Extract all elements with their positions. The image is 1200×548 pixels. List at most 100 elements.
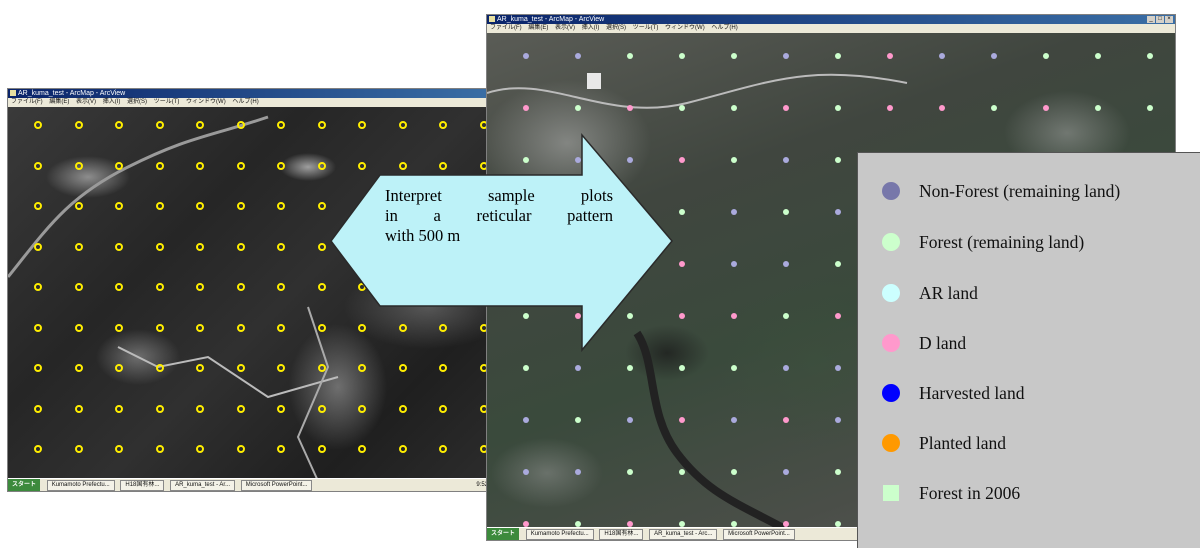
menu-insert[interactable]: 挿入(I)	[581, 25, 600, 31]
right-map-features	[487, 73, 908, 528]
sample-plot-marker	[358, 404, 366, 413]
sample-plot-marker	[74, 202, 83, 210]
menu-view[interactable]: 表示(V)	[555, 25, 576, 31]
taskbar-item[interactable]: Microsoft PowerPoint...	[723, 529, 795, 540]
sample-plot-marker	[1095, 53, 1101, 59]
sample-plot-marker	[627, 469, 633, 475]
sample-plot-marker	[523, 105, 529, 111]
system-tray-clock: 9:52	[476, 482, 488, 488]
taskbar-item[interactable]: H18国有林...	[599, 529, 644, 540]
sample-plot-marker	[439, 161, 447, 170]
sample-plot-marker	[196, 161, 204, 170]
sample-plot-marker	[115, 242, 123, 251]
start-button[interactable]: スタート	[8, 479, 41, 491]
start-button[interactable]: スタート	[487, 528, 520, 540]
sample-plot-marker	[155, 445, 164, 453]
sample-plot-marker	[575, 105, 581, 111]
sample-plot-marker	[236, 364, 245, 372]
sample-plot-marker	[523, 53, 529, 59]
taskbar-item[interactable]: Kumamoto Prefectu...	[525, 529, 594, 540]
menu-window[interactable]: ウィンドウ(W)	[665, 25, 705, 31]
taskbar-item[interactable]: Microsoft PowerPoint...	[240, 480, 313, 491]
sample-plot-marker	[74, 242, 83, 251]
sample-plot-marker	[783, 365, 789, 371]
left-window-title: AR_kuma_test - ArcMap - ArcView	[18, 90, 126, 97]
right-window-titlebar[interactable]: AR_kuma_test - ArcMap - ArcView _ □ ×	[487, 15, 1175, 24]
sample-plot-marker	[74, 445, 83, 453]
sample-plot-marker	[575, 417, 581, 423]
menu-file[interactable]: ファイル(F)	[11, 99, 43, 105]
sample-plot-marker	[835, 313, 841, 319]
menu-edit[interactable]: 編集(E)	[49, 99, 70, 105]
sample-plot-marker	[74, 283, 83, 291]
menu-file[interactable]: ファイル(F)	[490, 25, 522, 31]
sample-plot-marker	[575, 365, 581, 371]
sample-plot-marker	[277, 242, 285, 251]
arrow-caption-line: in a reticular pattern	[385, 206, 613, 225]
sample-plot-marker	[155, 242, 164, 251]
menu-tools[interactable]: ツール(T)	[153, 99, 180, 105]
sample-plot-marker	[679, 105, 685, 111]
sample-plot-marker	[575, 53, 581, 59]
legend-label: Harvested land	[919, 382, 1025, 403]
menu-selection[interactable]: 選択(S)	[606, 25, 627, 31]
sample-plot-marker	[358, 121, 366, 129]
sample-plot-marker	[236, 283, 245, 291]
legend-item-forest-2006: Forest in 2006	[882, 478, 1020, 508]
left-map-features	[8, 115, 339, 479]
sample-plot-marker	[731, 261, 737, 267]
menu-help[interactable]: ヘルプ(H)	[232, 99, 259, 105]
left-window-titlebar[interactable]: AR_kuma_test - ArcMap - ArcView	[8, 89, 491, 98]
sample-plot-marker	[74, 364, 83, 372]
taskbar-item[interactable]: H18国有林...	[120, 480, 165, 491]
sample-plot-marker	[358, 323, 366, 332]
sample-plot-marker	[575, 521, 581, 527]
menu-view[interactable]: 表示(V)	[76, 99, 97, 105]
sample-plot-marker	[627, 365, 633, 371]
menu-help[interactable]: ヘルプ(H)	[711, 25, 738, 31]
sample-plot-marker	[1147, 105, 1153, 111]
sample-plot-marker	[679, 53, 685, 59]
sample-plot-marker	[236, 323, 245, 332]
sample-plot-marker	[236, 404, 245, 413]
sample-plot-marker	[398, 445, 407, 453]
sample-plot-marker	[439, 404, 447, 413]
sample-plot-marker	[783, 53, 789, 59]
sample-plot-marker	[115, 445, 123, 453]
sample-plot-marker	[575, 313, 581, 319]
sample-plot-marker	[398, 161, 407, 170]
minimize-icon[interactable]: _	[1147, 16, 1155, 23]
legend-item-non-forest: Non-Forest (remaining land)	[882, 176, 1120, 206]
maximize-icon[interactable]: □	[1156, 16, 1164, 23]
sample-plot-marker	[731, 521, 737, 527]
sample-plot-marker	[783, 313, 789, 319]
sample-plot-marker	[358, 364, 366, 372]
legend-label: Forest (remaining land)	[919, 231, 1085, 252]
sample-plot-marker	[1147, 53, 1153, 59]
taskbar-item[interactable]: Kumamoto Prefectu...	[46, 480, 115, 491]
taskbar-item[interactable]: AR_kuma_test - Ar...	[170, 480, 236, 491]
sample-plot-marker	[317, 242, 326, 251]
left-taskbar: スタート Kumamoto Prefectu... H18国有林... AR_k…	[8, 478, 491, 491]
legend-item-d-land: D land	[882, 328, 966, 358]
close-icon[interactable]: ×	[1165, 16, 1173, 23]
legend-panel: Non-Forest (remaining land) Forest (rema…	[857, 152, 1200, 548]
menu-window[interactable]: ウィンドウ(W)	[186, 99, 226, 105]
sample-plot-marker	[783, 261, 789, 267]
legend-item-planted: Planted land	[882, 428, 1006, 458]
sample-plot-marker	[731, 417, 737, 423]
menu-insert[interactable]: 挿入(I)	[102, 99, 121, 105]
sample-plot-marker	[155, 404, 164, 413]
menu-selection[interactable]: 選択(S)	[127, 99, 148, 105]
sample-plot-marker	[34, 242, 42, 251]
sample-plot-marker	[731, 469, 737, 475]
taskbar-item[interactable]: AR_kuma_test - Arc...	[649, 529, 718, 540]
sample-plot-marker	[34, 121, 42, 129]
menu-edit[interactable]: 編集(E)	[528, 25, 549, 31]
sample-plot-marker	[887, 53, 893, 59]
legend-label: D land	[919, 332, 967, 353]
sample-plot-marker	[627, 417, 633, 423]
sample-plot-marker	[236, 445, 245, 453]
sample-plot-marker	[115, 323, 123, 332]
menu-tools[interactable]: ツール(T)	[632, 25, 659, 31]
